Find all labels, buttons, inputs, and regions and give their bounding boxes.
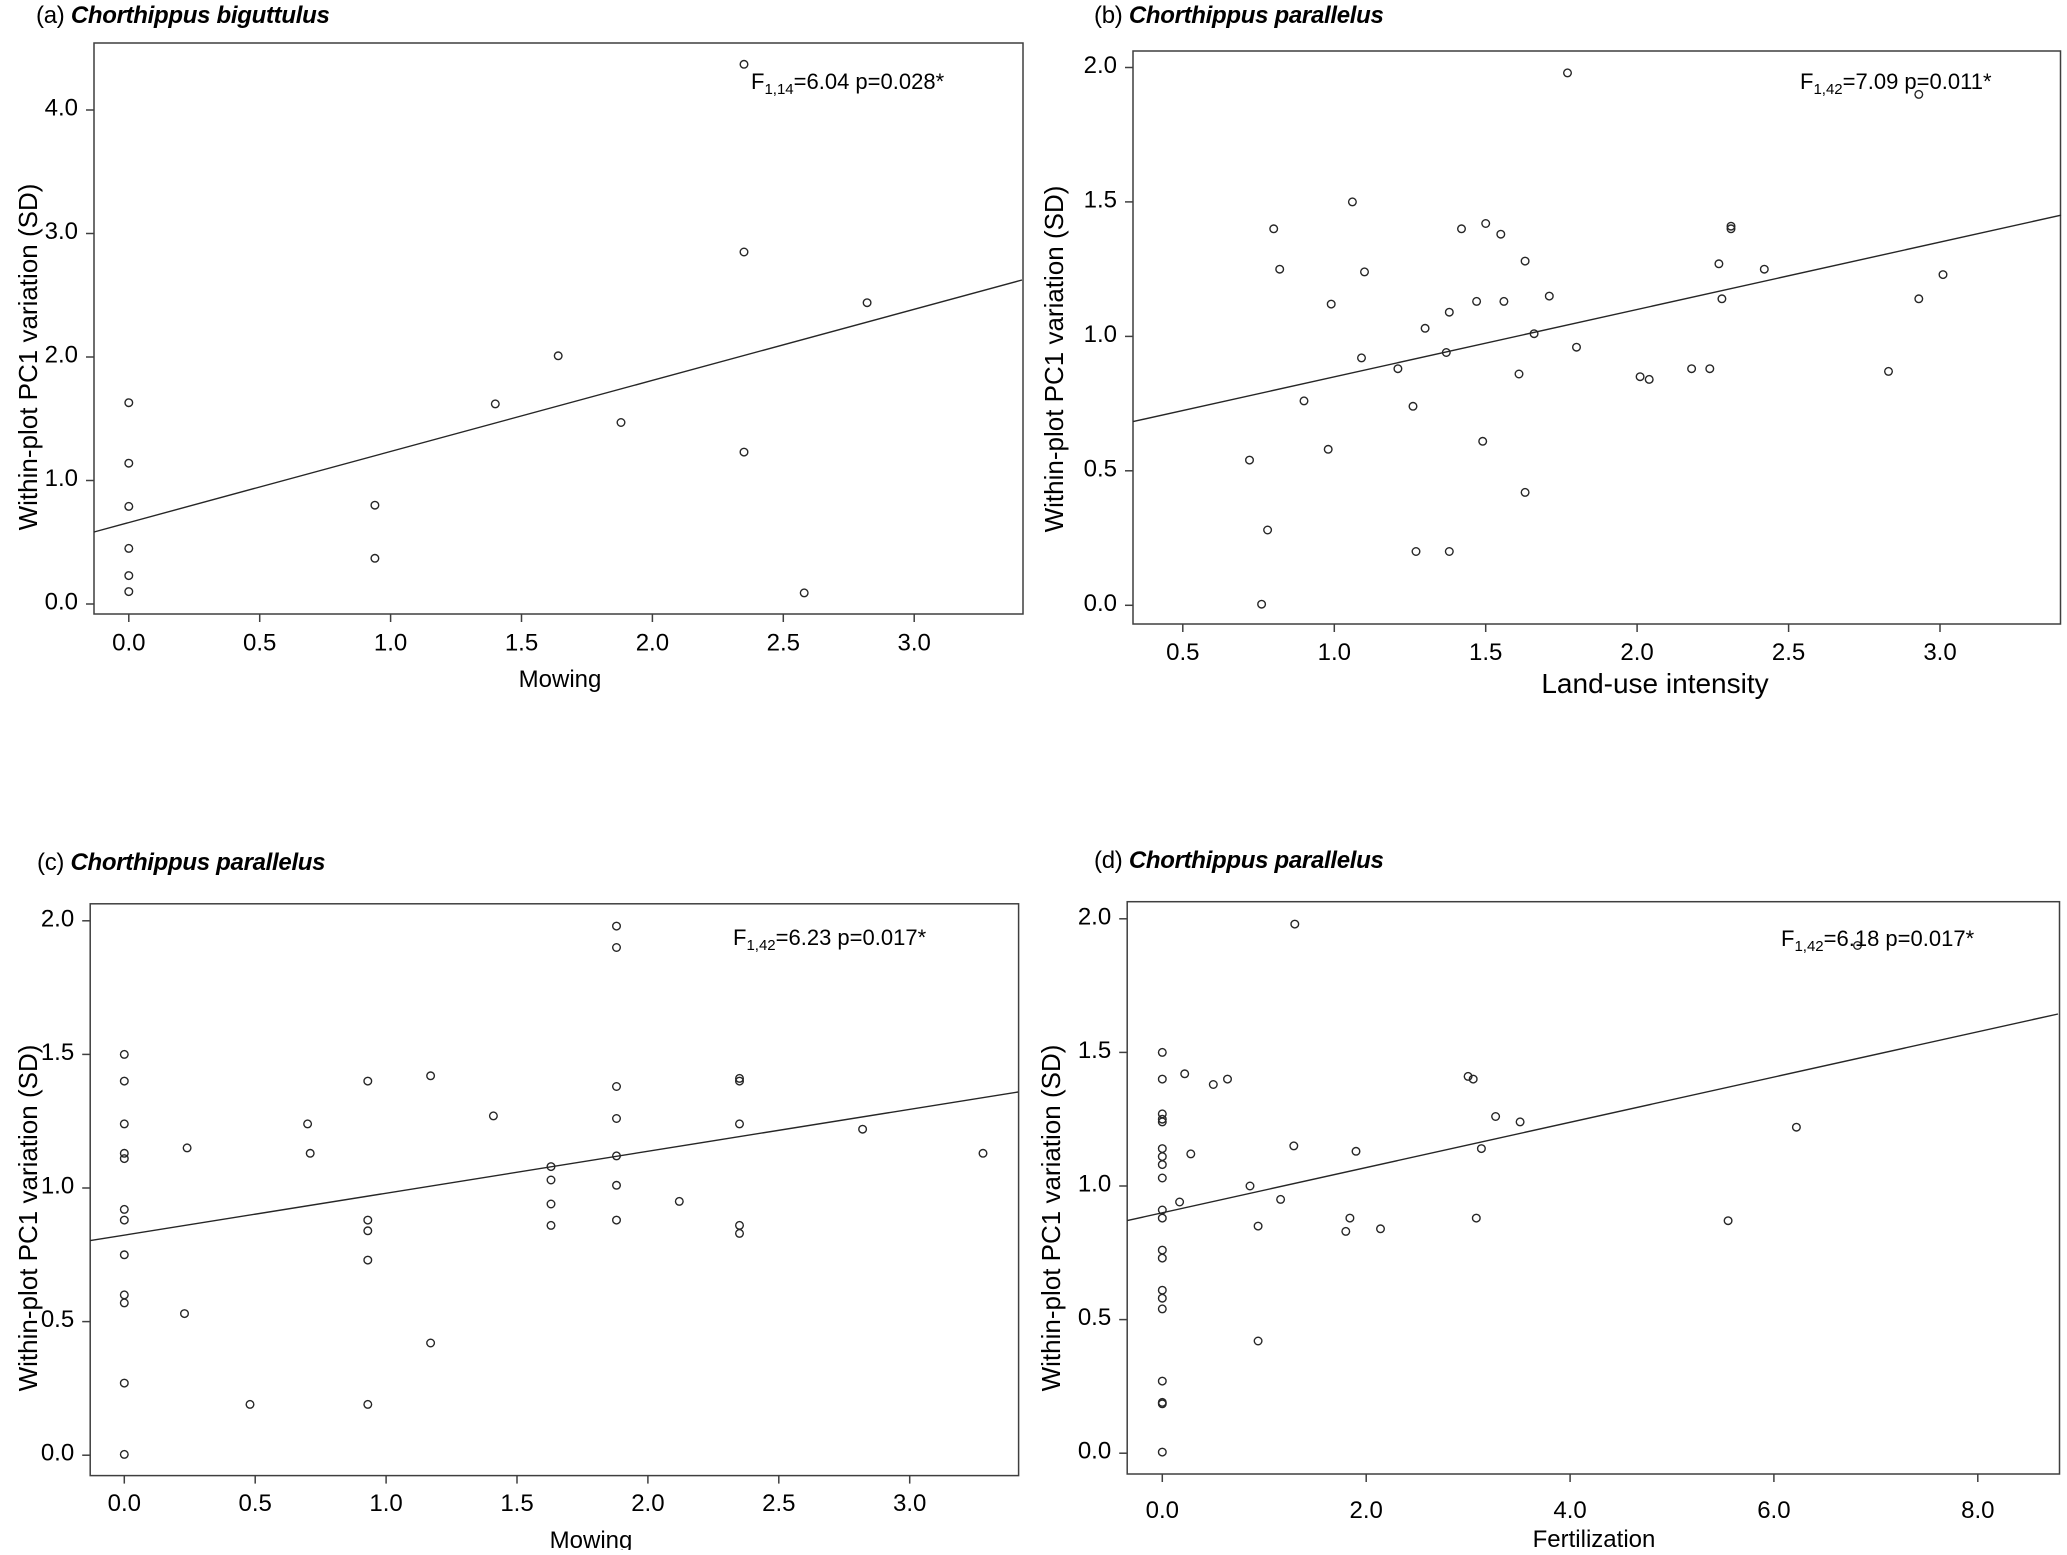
svg-text:2.0: 2.0: [1620, 639, 1653, 666]
svg-text:1.0: 1.0: [369, 1490, 402, 1517]
svg-text:0.0: 0.0: [108, 1490, 141, 1517]
svg-text:3.0: 3.0: [893, 1490, 926, 1517]
svg-text:1.0: 1.0: [1318, 639, 1351, 666]
svg-text:1.0: 1.0: [41, 1173, 74, 1200]
svg-text:2.0: 2.0: [631, 1490, 664, 1517]
svg-text:Mowing: Mowing: [550, 1527, 633, 1550]
svg-text:3.0: 3.0: [1923, 639, 1956, 666]
svg-text:2.0: 2.0: [1084, 52, 1117, 79]
svg-text:(a) Chorthippus biguttulus: (a) Chorthippus biguttulus: [36, 2, 330, 29]
svg-text:4.0: 4.0: [45, 95, 78, 122]
svg-text:4.0: 4.0: [1553, 1497, 1586, 1524]
svg-text:3.0: 3.0: [45, 218, 78, 245]
svg-text:1.0: 1.0: [45, 465, 78, 492]
svg-text:1.5: 1.5: [1084, 186, 1117, 213]
svg-text:0.0: 0.0: [1078, 1438, 1111, 1465]
svg-text:0.0: 0.0: [45, 589, 78, 616]
svg-text:2.5: 2.5: [762, 1490, 795, 1517]
svg-text:Within-plot PC1 variation (SD): Within-plot PC1 variation (SD): [13, 1045, 43, 1392]
svg-text:2.0: 2.0: [45, 342, 78, 369]
svg-text:(d) Chorthippus parallelus: (d) Chorthippus parallelus: [1094, 847, 1384, 874]
svg-text:Within-plot PC1 variation (SD): Within-plot PC1 variation (SD): [1039, 186, 1069, 533]
svg-text:F1,42=6.18 p=0.017*: F1,42=6.18 p=0.017*: [1781, 926, 1975, 955]
svg-text:1.0: 1.0: [1084, 321, 1117, 348]
svg-text:Within-plot PC1 variation (SD): Within-plot PC1 variation (SD): [1036, 1045, 1066, 1392]
svg-text:1.0: 1.0: [374, 630, 407, 657]
svg-text:0.5: 0.5: [41, 1306, 74, 1333]
svg-text:6.0: 6.0: [1757, 1497, 1790, 1524]
svg-text:1.0: 1.0: [1078, 1171, 1111, 1198]
svg-text:8.0: 8.0: [1961, 1497, 1994, 1524]
svg-text:Fertilization: Fertilization: [1533, 1526, 1656, 1550]
svg-text:F1,42=6.23 p=0.017*: F1,42=6.23 p=0.017*: [733, 925, 927, 954]
svg-text:1.5: 1.5: [41, 1039, 74, 1066]
svg-text:1.5: 1.5: [1078, 1037, 1111, 1064]
svg-text:1.5: 1.5: [1469, 639, 1502, 666]
svg-text:(b) Chorthippus parallelus: (b) Chorthippus parallelus: [1094, 2, 1384, 29]
svg-text:0.5: 0.5: [1078, 1304, 1111, 1331]
svg-text:Mowing: Mowing: [519, 666, 602, 693]
svg-text:2.0: 2.0: [1078, 903, 1111, 930]
svg-text:0.0: 0.0: [1146, 1497, 1179, 1524]
svg-text:2.0: 2.0: [636, 630, 669, 657]
svg-text:0.5: 0.5: [1166, 639, 1199, 666]
svg-text:1.5: 1.5: [500, 1490, 533, 1517]
svg-text:F1,42=7.09 p=0.011*: F1,42=7.09 p=0.011*: [1800, 69, 1992, 98]
svg-text:0.5: 0.5: [1084, 455, 1117, 482]
svg-text:(c) Chorthippus parallelus: (c) Chorthippus parallelus: [37, 849, 325, 876]
svg-text:2.5: 2.5: [767, 630, 800, 657]
svg-text:Within-plot PC1 variation (SD): Within-plot PC1 variation (SD): [13, 184, 43, 531]
svg-text:0.5: 0.5: [239, 1490, 272, 1517]
svg-text:F1,14=6.04 p=0.028*: F1,14=6.04 p=0.028*: [751, 69, 945, 98]
svg-text:2.5: 2.5: [1772, 639, 1805, 666]
svg-text:0.0: 0.0: [112, 630, 145, 657]
svg-text:2.0: 2.0: [1350, 1497, 1383, 1524]
svg-text:0.0: 0.0: [41, 1440, 74, 1467]
svg-text:2.0: 2.0: [41, 905, 74, 932]
svg-text:1.5: 1.5: [505, 630, 538, 657]
svg-text:0.5: 0.5: [243, 630, 276, 657]
svg-text:Land-use intensity: Land-use intensity: [1541, 668, 1768, 699]
svg-text:3.0: 3.0: [898, 630, 931, 657]
svg-text:0.0: 0.0: [1084, 590, 1117, 617]
